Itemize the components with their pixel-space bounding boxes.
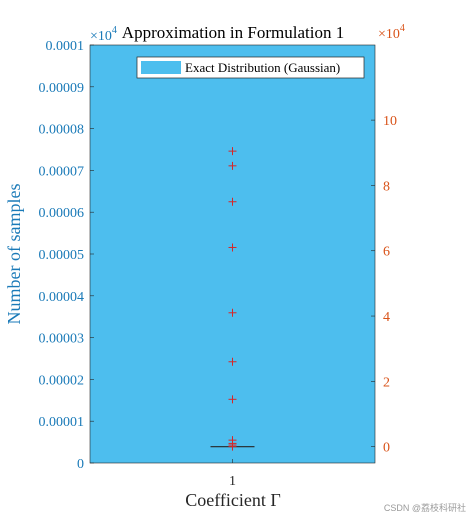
x-axis-label: Coefficient Γ bbox=[185, 490, 281, 510]
right-tick-label: 0 bbox=[383, 441, 390, 456]
outlier-point bbox=[228, 308, 237, 317]
left-tick-label: 0.00003 bbox=[39, 332, 85, 347]
right-tick-label: 4 bbox=[383, 310, 390, 325]
left-tick-label: 0.00007 bbox=[39, 164, 85, 179]
right-tick-label: 6 bbox=[383, 245, 390, 260]
legend-swatch bbox=[141, 61, 181, 74]
left-tick-label: 0 bbox=[77, 457, 84, 472]
outlier-point bbox=[228, 357, 237, 366]
left-y-axis: 0 0.00001 0.00002 0.00003 0.00004 0.00005 0.00… bbox=[39, 39, 94, 472]
y-axis-label: Number of samples bbox=[4, 184, 24, 325]
left-tick-label: 0.0001 bbox=[46, 39, 85, 54]
left-tick-label: 0.00009 bbox=[39, 81, 85, 96]
left-exponent-label: ×104 bbox=[90, 25, 117, 44]
right-exponent: 4 bbox=[400, 23, 405, 34]
right-exponent-label: ×104 bbox=[378, 23, 405, 42]
left-tick-label: 0.00001 bbox=[39, 415, 85, 430]
legend: Exact Distribution (Gaussian) bbox=[136, 56, 365, 79]
left-exponent: 4 bbox=[112, 25, 117, 36]
right-tick-label: 2 bbox=[383, 375, 390, 390]
left-tick-label: 0.00006 bbox=[39, 206, 85, 221]
data-marks bbox=[210, 147, 255, 451]
outlier-point bbox=[228, 243, 237, 252]
outlier-point bbox=[228, 395, 237, 404]
right-tick-label: 10 bbox=[383, 114, 397, 129]
x-tick-label: 1 bbox=[229, 474, 236, 489]
left-tick-label: 0.00002 bbox=[39, 373, 85, 388]
x-axis: 1 bbox=[229, 459, 236, 489]
right-tick-label: 8 bbox=[383, 179, 390, 194]
right-y-axis: 0 2 4 6 8 10 bbox=[371, 114, 397, 456]
chart-title: Approximation in Formulation 1 bbox=[122, 23, 344, 42]
left-tick-label: 0.00005 bbox=[39, 248, 85, 263]
left-tick-label: 0.00004 bbox=[39, 290, 85, 305]
outlier-point bbox=[228, 442, 237, 451]
outlier-point bbox=[228, 161, 237, 170]
legend-label: Exact Distribution (Gaussian) bbox=[185, 60, 340, 75]
left-tick-label: 0.00008 bbox=[39, 123, 85, 138]
plot-area bbox=[89, 44, 376, 464]
legend-box bbox=[136, 56, 365, 79]
watermark: CSDN @荔枝科研社 bbox=[384, 502, 466, 513]
outlier-point bbox=[228, 197, 237, 206]
outlier-point bbox=[228, 147, 237, 156]
